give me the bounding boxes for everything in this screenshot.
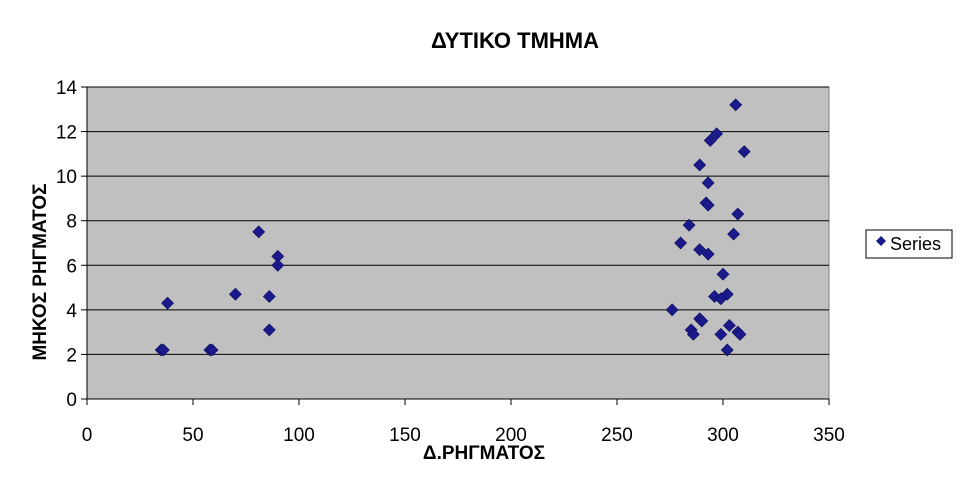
data-point [262,323,276,337]
data-point [716,267,730,281]
x-tick-label: 300 [707,425,739,446]
data-point [701,198,715,212]
data-point [727,227,741,241]
data-point [720,287,734,301]
data-point [252,225,266,239]
data-point [733,327,747,341]
data-point [262,290,276,303]
x-axis-label: Δ.ΡΗΓΜΑΤΟΣ [423,443,545,464]
axes [81,86,830,405]
grid-lines [87,86,829,355]
data-point [674,236,688,250]
data-point [205,343,219,357]
data-point [686,327,700,341]
data-point [708,290,721,303]
y-tick-label: 14 [56,78,78,99]
data-points [154,98,751,357]
x-tick-label: 150 [389,425,421,446]
data-point [701,176,715,190]
y-tick-labels: 0 2 4 6 8 10 12 14 [56,78,78,411]
data-point [729,98,743,112]
data-point [737,145,751,159]
x-tick-labels: 0 50 100 150 200 250 300 350 [82,425,845,446]
y-tick-label: 0 [66,390,77,411]
y-tick-label: 8 [66,212,77,233]
data-point [156,343,170,357]
data-point [695,314,709,328]
data-point [682,218,696,232]
data-point [693,243,707,257]
chart-title: ΔΥΤΙΚΟ ΤΜΗΜΑ [431,28,599,53]
data-point [161,296,174,310]
x-tick-label: 200 [495,425,527,446]
x-tick-label: 50 [182,425,203,446]
data-point [722,319,736,332]
x-tick-label: 100 [283,425,315,446]
data-point [701,247,715,261]
y-tick-label: 2 [66,345,77,366]
data-point [731,207,745,221]
legend: Series [865,229,953,259]
y-tick-label: 10 [56,167,77,188]
y-axis-label: ΜΗΚΟΣ ΡΗΓΜΑΤΟΣ [30,183,51,360]
x-tick-label: 0 [82,425,93,446]
data-point [271,258,285,272]
data-point [720,343,734,357]
data-point [703,134,717,147]
data-point [714,327,728,341]
y-tick-label: 12 [56,123,77,144]
data-point [710,127,724,141]
x-tick-label: 250 [601,425,633,446]
legend-label: Series [890,234,941,254]
legend-marker-icon [876,236,886,246]
data-point [665,303,679,317]
y-tick-label: 4 [66,301,77,322]
y-tick-label: 6 [66,256,77,277]
data-point [228,287,242,301]
data-point [693,158,707,172]
x-tick-label: 350 [813,425,845,446]
